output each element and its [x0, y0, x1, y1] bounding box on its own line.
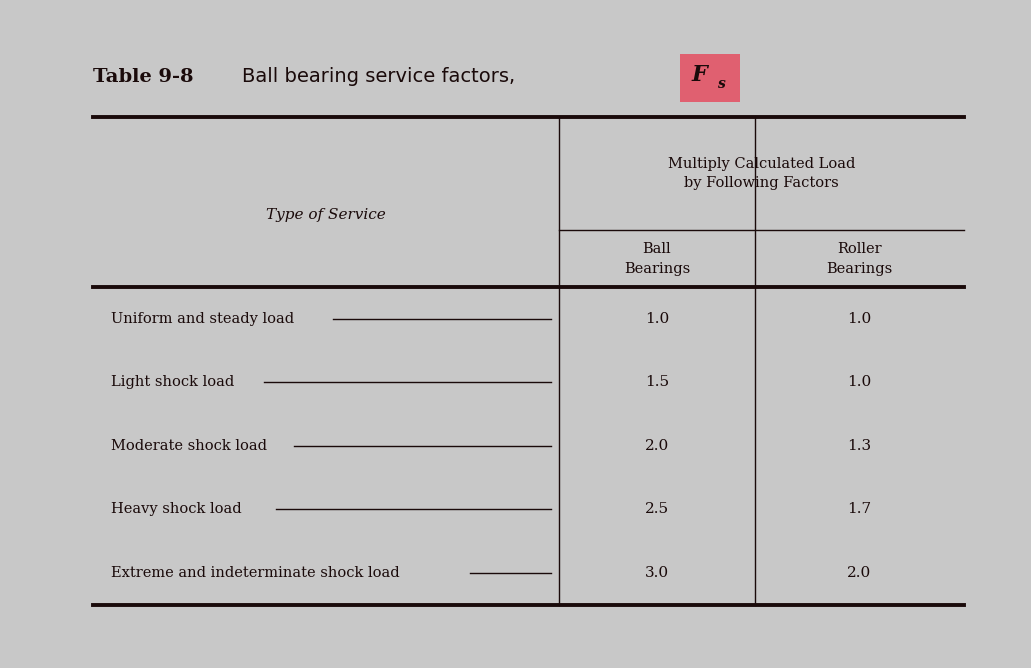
Text: 2.5: 2.5	[644, 502, 669, 516]
Text: Light shock load: Light shock load	[111, 375, 235, 389]
Text: Uniform and steady load: Uniform and steady load	[111, 312, 295, 326]
Text: 1.3: 1.3	[847, 439, 871, 453]
Text: 1.0: 1.0	[847, 312, 871, 326]
Text: 2.0: 2.0	[644, 439, 669, 453]
Text: 2.0: 2.0	[847, 566, 871, 580]
Text: 3.0: 3.0	[644, 566, 669, 580]
Text: 1.5: 1.5	[644, 375, 669, 389]
Text: s: s	[718, 77, 726, 90]
Text: Roller
Bearings: Roller Bearings	[826, 242, 893, 276]
Text: Moderate shock load: Moderate shock load	[111, 439, 267, 453]
Text: Table 9-8: Table 9-8	[93, 68, 193, 86]
Text: Extreme and indeterminate shock load: Extreme and indeterminate shock load	[111, 566, 400, 580]
Text: 1.7: 1.7	[847, 502, 871, 516]
FancyBboxPatch shape	[680, 54, 740, 102]
Text: 1.0: 1.0	[847, 375, 871, 389]
Text: Multiply Calculated Load
by Following Factors: Multiply Calculated Load by Following Fa…	[668, 157, 855, 190]
Text: Ball bearing service factors,: Ball bearing service factors,	[242, 67, 516, 86]
Text: 1.0: 1.0	[644, 312, 669, 326]
Text: Type of Service: Type of Service	[266, 208, 386, 222]
Text: Ball
Bearings: Ball Bearings	[624, 242, 690, 276]
Text: Heavy shock load: Heavy shock load	[111, 502, 242, 516]
Text: F: F	[691, 64, 707, 86]
